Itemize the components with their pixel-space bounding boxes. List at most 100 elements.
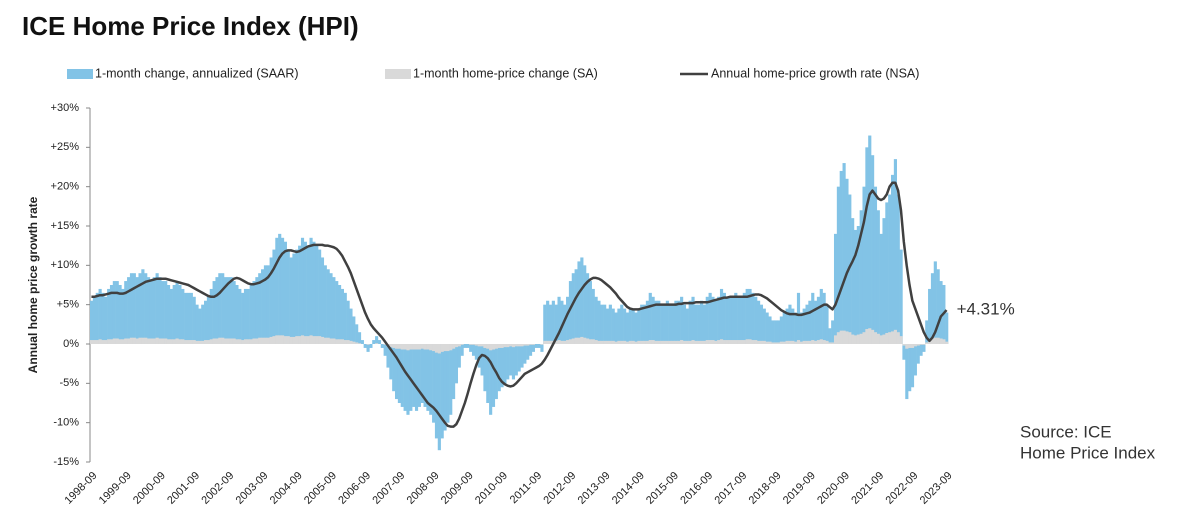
bar <box>879 233 883 344</box>
bar <box>796 292 801 344</box>
bar <box>477 344 481 347</box>
bar <box>306 336 310 344</box>
bar <box>700 340 704 344</box>
bar <box>375 336 379 344</box>
bar <box>896 332 900 344</box>
bar <box>286 249 290 344</box>
bar <box>258 337 262 344</box>
bar <box>791 308 795 344</box>
bar <box>691 340 695 344</box>
bar <box>303 241 307 344</box>
bar <box>759 304 764 344</box>
bar <box>414 344 419 411</box>
bar <box>261 269 265 344</box>
bar <box>888 194 892 344</box>
legend-label: 1-month change, annualized (SAAR) <box>95 66 299 80</box>
bar <box>454 344 459 384</box>
bar <box>383 344 387 345</box>
bar <box>905 344 909 349</box>
bar <box>463 344 467 348</box>
bar <box>155 273 159 344</box>
bar <box>642 304 647 344</box>
bar <box>181 339 185 344</box>
bar <box>383 344 387 356</box>
bar <box>204 340 208 344</box>
bar <box>933 261 937 344</box>
bar <box>380 344 384 348</box>
bar <box>702 340 707 344</box>
bar <box>873 332 878 344</box>
bar <box>215 277 219 344</box>
bar <box>432 344 436 352</box>
bar <box>300 237 305 344</box>
bar <box>437 344 441 354</box>
bar <box>423 344 427 407</box>
bar <box>717 340 721 344</box>
x-tick-label: 2011-09 <box>508 470 544 506</box>
bar <box>340 339 344 344</box>
x-tick-label: 2003-09 <box>234 470 271 507</box>
bar <box>682 304 687 344</box>
bar <box>132 337 136 344</box>
bar <box>175 281 179 344</box>
bar <box>243 288 248 344</box>
bar <box>654 300 658 344</box>
bar <box>312 336 316 344</box>
x-tick-label: 2009-09 <box>439 470 476 507</box>
bar <box>856 334 860 344</box>
bar <box>429 344 433 415</box>
bar <box>600 304 604 344</box>
bar <box>916 344 920 364</box>
bar <box>289 257 293 344</box>
bar <box>363 344 367 348</box>
bar <box>842 330 846 344</box>
bar <box>625 312 630 344</box>
bar <box>149 281 154 344</box>
bar <box>757 340 761 344</box>
bar <box>822 292 826 344</box>
bar <box>688 340 692 344</box>
bar <box>403 344 407 411</box>
bar <box>922 344 926 352</box>
bar <box>480 344 484 347</box>
bar <box>831 342 835 344</box>
bar <box>662 304 667 344</box>
bar <box>198 340 202 344</box>
bar <box>446 344 450 423</box>
bar <box>229 338 233 344</box>
y-tick-label: +25% <box>51 141 80 153</box>
bar <box>252 281 256 344</box>
bar <box>742 292 746 344</box>
bar <box>916 344 920 346</box>
bar <box>92 296 97 344</box>
bar <box>759 340 764 344</box>
bar <box>708 292 712 344</box>
bar <box>893 159 897 344</box>
bar <box>164 281 168 344</box>
bar <box>497 344 501 392</box>
bar <box>329 338 333 344</box>
bar <box>223 277 228 344</box>
bar <box>144 337 148 344</box>
bar <box>805 340 809 344</box>
x-tick-label: 2000-09 <box>131 470 168 507</box>
bar <box>90 340 94 344</box>
bar <box>124 281 128 344</box>
bar <box>206 340 211 344</box>
bar <box>594 296 598 344</box>
bar <box>697 340 701 344</box>
bar <box>523 344 527 364</box>
bar <box>876 333 880 344</box>
bar <box>337 339 342 344</box>
bar <box>739 340 744 344</box>
bar <box>426 344 430 350</box>
bar <box>685 340 689 344</box>
bar <box>172 285 176 344</box>
bar <box>628 340 632 344</box>
bar <box>919 344 923 356</box>
bar <box>172 339 176 344</box>
bar <box>469 344 473 345</box>
bar <box>272 336 276 344</box>
bar <box>691 296 695 344</box>
bar <box>226 338 230 344</box>
